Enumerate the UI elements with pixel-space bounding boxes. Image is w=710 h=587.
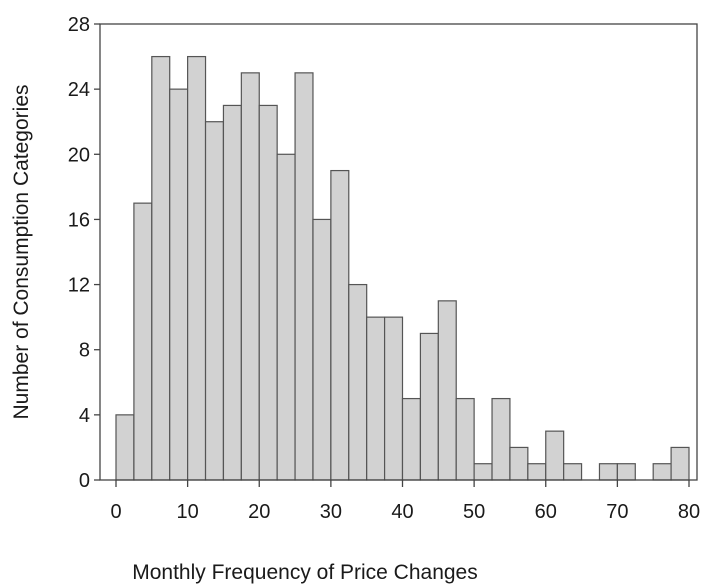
y-tick-label: 16 (68, 209, 90, 231)
histogram-bar (330, 169, 350, 481)
histogram-bar (133, 202, 153, 481)
y-tick-label: 8 (79, 340, 90, 362)
x-tick-label: 80 (678, 501, 700, 523)
histogram-bar (151, 55, 171, 481)
x-axis-title: Monthly Frequency of Price Changes (132, 561, 478, 584)
histogram-bar (366, 316, 386, 481)
bars-group (115, 55, 690, 481)
histogram-bar (598, 463, 618, 481)
histogram-bar (258, 104, 278, 481)
plot-frame (99, 23, 698, 481)
x-axis-ticks: 0 10 20 30 40 50 60 70 80 (110, 480, 700, 523)
histogram-bar (455, 397, 475, 481)
x-tick-label: 30 (320, 501, 342, 523)
histogram-bar (401, 397, 422, 481)
y-tick-label: 4 (79, 405, 90, 427)
x-tick-label: 0 (110, 501, 121, 523)
histogram-bar (491, 397, 511, 481)
histogram-bar (240, 72, 260, 481)
y-tick-label: 28 (68, 14, 90, 36)
histogram-bar (312, 218, 332, 481)
histogram-bar (563, 463, 583, 481)
x-tick-label: 60 (535, 501, 557, 523)
y-axis-ticks: 0 4 8 12 16 20 24 28 (68, 14, 100, 492)
histogram-bar (652, 463, 672, 481)
histogram-bar (294, 72, 314, 481)
histogram-bar (348, 283, 368, 481)
histogram-bar (527, 463, 547, 481)
histogram-bar (545, 430, 565, 481)
histogram-bar (616, 463, 636, 481)
histogram-bar (509, 446, 529, 481)
x-tick-label: 70 (606, 501, 628, 523)
histogram-bar (473, 463, 493, 481)
histogram-bar (419, 332, 439, 481)
histogram-bar (187, 55, 207, 481)
y-axis-title: Number of Consumption Categories (10, 85, 33, 420)
y-tick-label: 0 (79, 470, 90, 492)
histogram-bar (222, 104, 242, 481)
histogram-bar (437, 300, 457, 481)
x-tick-label: 40 (391, 501, 413, 523)
histogram-bar (204, 121, 225, 481)
histogram-bar (276, 153, 296, 481)
x-tick-label: 50 (463, 501, 485, 523)
histogram-bar (169, 88, 189, 481)
histogram-bar (670, 446, 690, 481)
x-tick-label: 20 (248, 501, 270, 523)
histogram-bar (383, 316, 404, 481)
y-tick-label: 12 (68, 275, 90, 297)
y-tick-label: 20 (68, 144, 90, 166)
histogram-bar (115, 414, 135, 481)
y-tick-label: 24 (68, 79, 90, 101)
x-tick-label: 10 (177, 501, 199, 523)
